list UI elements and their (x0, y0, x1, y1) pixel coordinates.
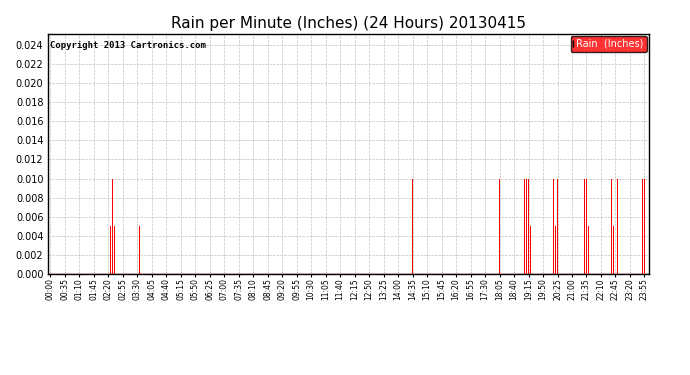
Legend: Rain  (Inches): Rain (Inches) (571, 36, 647, 51)
Title: Rain per Minute (Inches) (24 Hours) 20130415: Rain per Minute (Inches) (24 Hours) 2013… (171, 16, 526, 31)
Text: Copyright 2013 Cartronics.com: Copyright 2013 Cartronics.com (50, 41, 206, 50)
